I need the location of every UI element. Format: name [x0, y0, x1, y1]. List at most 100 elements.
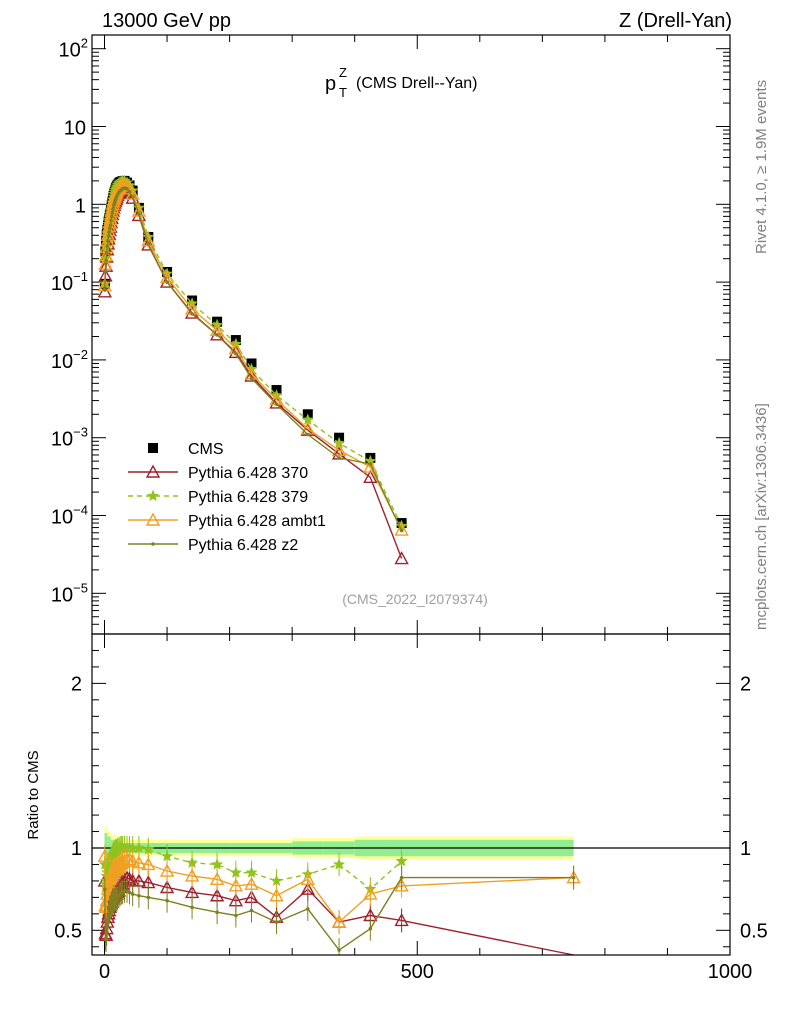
data-point [337, 456, 341, 460]
ratio-tick-label-right: 2 [740, 673, 751, 695]
data-point [105, 244, 110, 248]
ratio-point [184, 868, 200, 882]
ratio-point [137, 893, 141, 898]
data-point [131, 207, 147, 222]
plot-title-text: (CMS Drell--Yan) [356, 75, 477, 92]
ratio-tick-label: 1 [71, 838, 82, 860]
data-point [125, 187, 129, 191]
y-tick-label: 10 [64, 118, 86, 140]
data-point [104, 258, 108, 263]
ratio-point [130, 892, 135, 896]
ratio-point [331, 914, 347, 928]
plot-title-subscript: T [339, 85, 347, 100]
data-point [184, 305, 200, 319]
ratio-series [97, 836, 581, 956]
legend-marker [151, 542, 155, 546]
legend-marker [148, 443, 158, 453]
ratio-point [394, 878, 409, 892]
rivet-label: Rivet 4.1.0, ≥ 1.9M events [753, 80, 770, 254]
series-4 [103, 186, 404, 533]
legend-label: Pythia 6.428 370 [188, 465, 308, 482]
main-series [97, 174, 409, 565]
ratio-point [210, 858, 224, 870]
data-point [363, 459, 378, 473]
legend-marker [145, 512, 161, 526]
ratio-series-4 [103, 865, 576, 955]
ratio-point [305, 907, 310, 911]
data-point [127, 189, 132, 194]
ratio-point [368, 926, 373, 931]
x-tick-label: 0 [99, 961, 110, 983]
data-point [399, 528, 404, 533]
ratio-point [122, 889, 127, 893]
data-point [394, 522, 409, 536]
y-tick-label: 102 [59, 36, 88, 62]
data-point [215, 333, 219, 337]
data-point [108, 226, 112, 231]
ratio-point [165, 898, 169, 903]
ratio-point [127, 890, 132, 895]
data-point [228, 344, 244, 359]
ratio-point [234, 913, 238, 918]
data-point [141, 237, 156, 251]
y-tick-label: 10−4 [51, 503, 88, 529]
legend: CMS Pythia 6.428 370 Pythia 6.428 379 Pythi… [128, 441, 326, 554]
ratio-point [269, 888, 284, 902]
ratio-point [215, 910, 219, 914]
ratio-tick-label: 0.5 [54, 920, 82, 942]
data-point [234, 351, 238, 356]
ratio-point [274, 920, 279, 924]
ratio-tick-label-right: 1 [740, 838, 751, 860]
data-point [190, 312, 194, 316]
ratio-point [270, 874, 283, 887]
data-point [107, 230, 112, 234]
data-point [141, 233, 156, 247]
data-point [305, 432, 310, 437]
plot-title-superscript: Z [339, 65, 347, 80]
ratio-point [115, 855, 130, 869]
legend-label: Pythia 6.428 379 [188, 489, 308, 506]
data-point [108, 223, 113, 227]
ratio-point [97, 848, 113, 862]
data-point [363, 469, 378, 483]
data-point [109, 218, 113, 223]
plot-title-symbol: p [325, 73, 336, 95]
header-process: Z (Drell-Yan) [619, 10, 732, 32]
data-point [110, 210, 115, 215]
data-point [111, 207, 115, 212]
analysis-tag: (CMS_2022_I2079374) [342, 591, 488, 607]
y-tick-label: 10−1 [51, 269, 88, 295]
y-tick-label: 10−5 [51, 580, 88, 606]
legend-label: Pythia 6.428 z2 [188, 537, 298, 554]
ratio-point [103, 887, 107, 891]
ratio-tick-label: 2 [71, 673, 82, 695]
data-point [244, 368, 259, 382]
ratio-frame [91, 633, 731, 956]
data-point [368, 462, 373, 466]
x-tick-label: 1000 [708, 961, 753, 983]
y-tick-label: 10−3 [51, 425, 88, 451]
ratio-point [571, 875, 576, 880]
data-point [209, 327, 225, 341]
main-axis-ticks: 10−5 10−4 10−3 10−2 10−1 1 10 102 0 500 1000 [51, 35, 752, 983]
ratio-axis-ticks: 0.5 0.5 1 1 2 2 [54, 649, 768, 948]
ratio-point [131, 855, 147, 869]
ratio-ylabel: Ratio to CMS [25, 750, 42, 839]
data-point [119, 178, 135, 192]
data-point [130, 195, 135, 199]
data-point [109, 214, 114, 219]
legend-marker [145, 464, 161, 478]
legend-label: Pythia 6.428 ambt1 [188, 513, 326, 530]
x-tick-label: 500 [401, 961, 434, 983]
ratio-point [190, 905, 194, 910]
ratio-point [244, 876, 259, 890]
legend-marker [146, 489, 160, 502]
data-point [106, 234, 111, 238]
ratio-point [363, 886, 378, 900]
ratio-series-1 [97, 865, 574, 956]
data-point [137, 212, 141, 216]
legend-label: CMS [188, 441, 224, 458]
ratio-point [160, 849, 174, 862]
data-point [103, 287, 107, 292]
